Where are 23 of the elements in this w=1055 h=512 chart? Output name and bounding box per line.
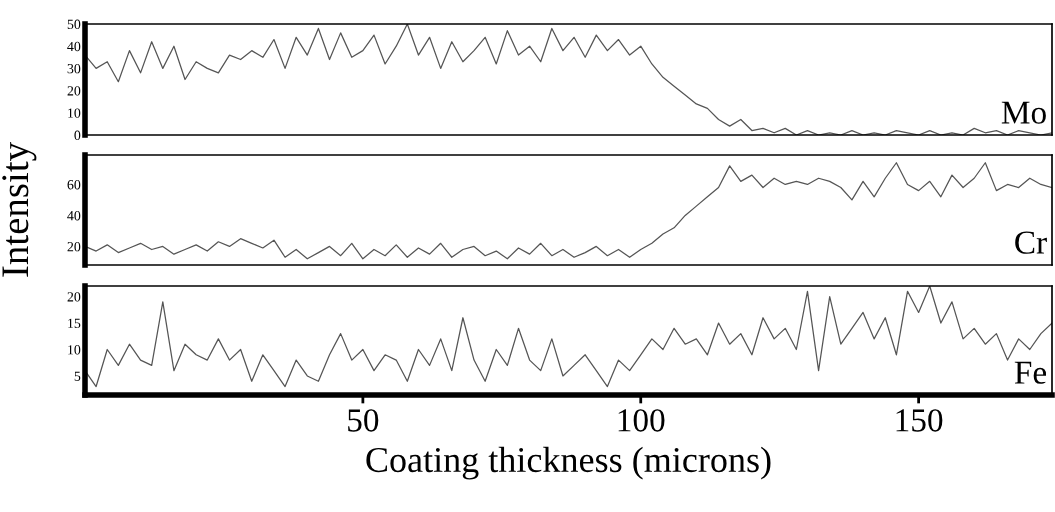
y-tick-label: 40 [67, 211, 81, 221]
y-tick-label: 20 [67, 86, 81, 96]
y-tick-label: 0 [74, 130, 81, 140]
y-tick-label: 60 [67, 180, 81, 190]
series-label: Cr [1015, 231, 1047, 254]
x-tick-label: 50 [348, 409, 379, 432]
y-tick-label: 40 [67, 41, 81, 52]
y-tick-label: 20 [67, 241, 81, 252]
y-tick-label: 20 [67, 292, 81, 302]
y-tick-label: 10 [68, 108, 81, 118]
x-tick-label: 100 [618, 409, 665, 432]
x-tick-label: 150 [896, 409, 943, 432]
y-tick-label: 50 [67, 19, 81, 29]
y-tick-label: 10 [68, 345, 81, 355]
y-tick-label: 15 [68, 318, 81, 328]
line-series [85, 24, 1052, 135]
y-tick-label: 5 [74, 371, 81, 381]
series-label: Fe [1014, 361, 1047, 384]
line-series [85, 162, 1052, 260]
series-label: Mo [1001, 101, 1046, 124]
x-axis-title: Coating thickness (microns) [366, 446, 771, 480]
y-tick-label: 30 [67, 63, 81, 74]
y-axis-title: Intensity [2, 142, 37, 277]
